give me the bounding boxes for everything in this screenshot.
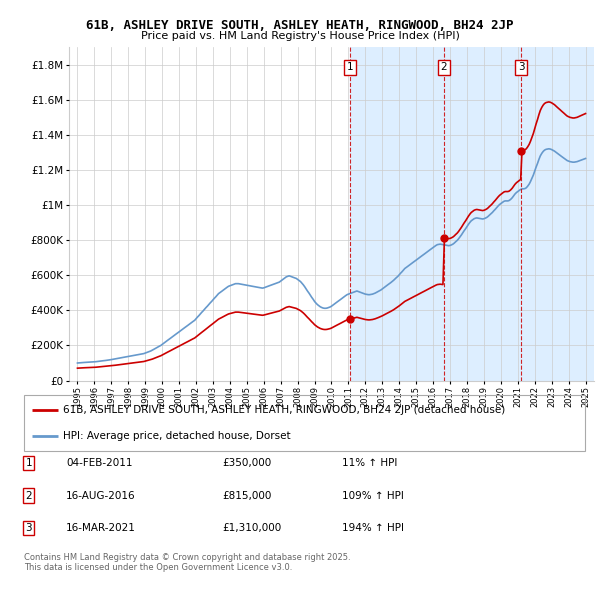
Text: 3: 3 (518, 62, 524, 72)
Text: 1: 1 (346, 62, 353, 72)
Text: 2: 2 (440, 62, 447, 72)
Text: 61B, ASHLEY DRIVE SOUTH, ASHLEY HEATH, RINGWOOD, BH24 2JP (detached house): 61B, ASHLEY DRIVE SOUTH, ASHLEY HEATH, R… (63, 405, 506, 415)
Text: 16-AUG-2016: 16-AUG-2016 (66, 491, 136, 500)
Bar (521, 47, 594, 381)
Text: 3: 3 (25, 523, 32, 533)
Text: 2: 2 (25, 491, 32, 500)
Text: Price paid vs. HM Land Registry's House Price Index (HPI): Price paid vs. HM Land Registry's House … (140, 31, 460, 41)
Text: £350,000: £350,000 (222, 458, 271, 468)
Text: 61B, ASHLEY DRIVE SOUTH, ASHLEY HEATH, RINGWOOD, BH24 2JP: 61B, ASHLEY DRIVE SOUTH, ASHLEY HEATH, R… (86, 19, 514, 32)
Text: 16-MAR-2021: 16-MAR-2021 (66, 523, 136, 533)
Text: HPI: Average price, detached house, Dorset: HPI: Average price, detached house, Dors… (63, 431, 291, 441)
Text: 11% ↑ HPI: 11% ↑ HPI (342, 458, 397, 468)
Text: 1: 1 (25, 458, 32, 468)
Text: 109% ↑ HPI: 109% ↑ HPI (342, 491, 404, 500)
Bar (350, 47, 521, 381)
Text: £815,000: £815,000 (222, 491, 271, 500)
Text: £1,310,000: £1,310,000 (222, 523, 281, 533)
Text: 194% ↑ HPI: 194% ↑ HPI (342, 523, 404, 533)
Text: This data is licensed under the Open Government Licence v3.0.: This data is licensed under the Open Gov… (24, 563, 292, 572)
Text: Contains HM Land Registry data © Crown copyright and database right 2025.: Contains HM Land Registry data © Crown c… (24, 553, 350, 562)
Text: 04-FEB-2011: 04-FEB-2011 (66, 458, 133, 468)
